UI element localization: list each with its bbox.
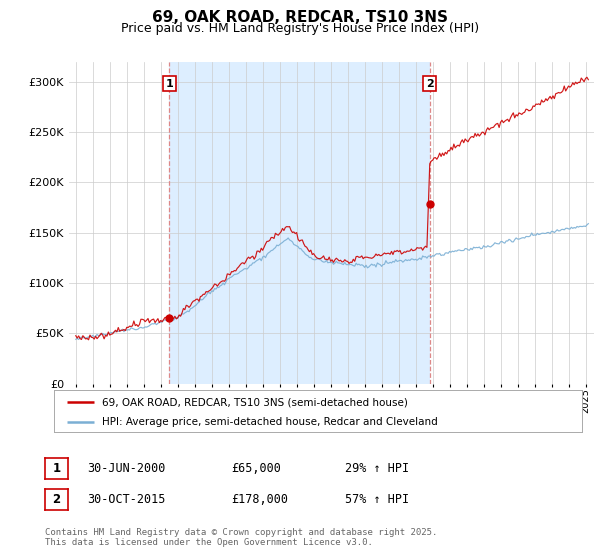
Text: Contains HM Land Registry data © Crown copyright and database right 2025.
This d: Contains HM Land Registry data © Crown c… <box>45 528 437 548</box>
Text: 30-JUN-2000: 30-JUN-2000 <box>87 462 166 475</box>
Text: Price paid vs. HM Land Registry's House Price Index (HPI): Price paid vs. HM Land Registry's House … <box>121 22 479 35</box>
Text: £178,000: £178,000 <box>231 493 288 506</box>
Text: 2: 2 <box>426 79 434 88</box>
Text: 29% ↑ HPI: 29% ↑ HPI <box>345 462 409 475</box>
Bar <box>169 62 430 384</box>
Text: 1: 1 <box>52 462 61 475</box>
Text: 2: 2 <box>52 493 61 506</box>
Text: 57% ↑ HPI: 57% ↑ HPI <box>345 493 409 506</box>
Text: £65,000: £65,000 <box>231 462 281 475</box>
Text: 69, OAK ROAD, REDCAR, TS10 3NS: 69, OAK ROAD, REDCAR, TS10 3NS <box>152 10 448 25</box>
Text: HPI: Average price, semi-detached house, Redcar and Cleveland: HPI: Average price, semi-detached house,… <box>101 417 437 427</box>
Text: 30-OCT-2015: 30-OCT-2015 <box>87 493 166 506</box>
Text: 1: 1 <box>166 79 173 88</box>
Text: 69, OAK ROAD, REDCAR, TS10 3NS (semi-detached house): 69, OAK ROAD, REDCAR, TS10 3NS (semi-det… <box>101 397 407 407</box>
